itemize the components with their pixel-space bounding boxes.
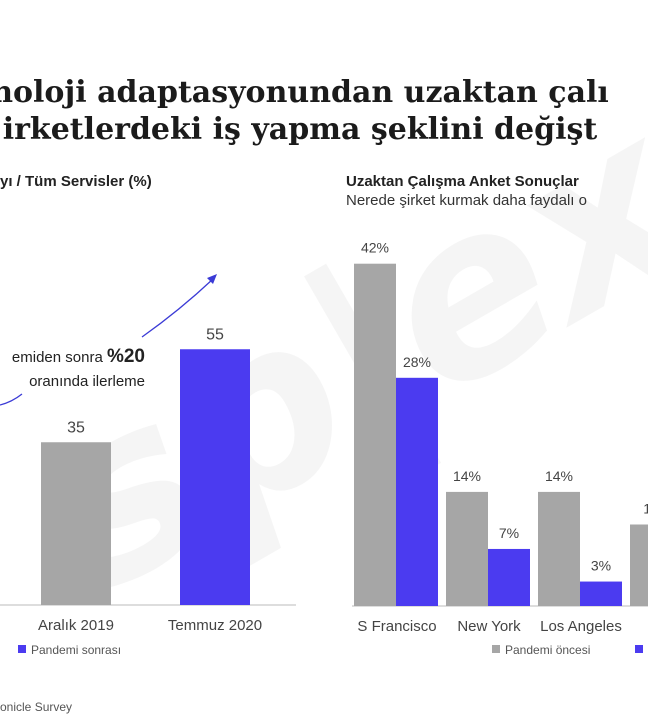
bar-value-label-s1-2: 3% — [591, 558, 611, 574]
bar-s1-1 — [488, 548, 530, 606]
bar-s0-2 — [538, 491, 580, 606]
right-x-tick-label-1: New York — [457, 618, 521, 635]
bar-s0-1 — [446, 491, 488, 606]
annotation-text-2: oranında ilerleme — [29, 373, 145, 390]
growth-arrow-line — [141, 278, 214, 338]
bar-s0-0 — [354, 263, 396, 606]
growth-curve — [0, 393, 23, 406]
bar-s1-0 — [396, 377, 438, 606]
growth-arrow-head — [207, 274, 217, 284]
page-title-line-2: irketlerdeki iş yapma şeklini değişt — [2, 112, 598, 147]
bar-0 — [41, 442, 111, 605]
annotation-text: emiden sonra — [11, 349, 103, 366]
bar-1 — [180, 349, 250, 605]
right-legend: Pandemi öncesi — [492, 643, 590, 657]
page-title: noloji adaptasyonundan uzaktan çalı irke… — [0, 74, 648, 148]
legend-swatch-blue — [18, 645, 26, 653]
bar-value-label-s1-1: 7% — [499, 525, 519, 541]
bar-value-label-s1-0: 28% — [403, 354, 431, 370]
right-chart-title: Uzaktan Çalışma Anket Sonuçlar — [346, 173, 579, 190]
right-x-tick-label-2: Los Angeles — [540, 618, 622, 635]
bar-value-label-s0-2: 14% — [545, 468, 573, 484]
legend-swatch-gray — [492, 645, 500, 653]
annotation-percent: %20 — [106, 346, 145, 367]
x-tick-label-0: Aralık 2019 — [38, 617, 114, 634]
bar-value-label-s0-0: 42% — [361, 240, 389, 256]
bar-value-label-1: 55 — [206, 326, 224, 343]
legend-swatch-blue-2 — [635, 645, 643, 653]
page-title-line-1: noloji adaptasyonundan uzaktan çalı — [0, 75, 609, 110]
bar-value-label-0: 35 — [67, 419, 85, 436]
bar-s0-3 — [630, 524, 648, 606]
left-chart-title: yı / Tüm Servisler (%) — [0, 173, 152, 190]
x-tick-label-1: Temmuz 2020 — [168, 617, 262, 634]
source-note: onicle Survey — [0, 700, 73, 714]
left-legend: Pandemi sonrası — [18, 643, 121, 657]
bar-value-label-s0-3: 10 — [643, 501, 648, 517]
legend-label-pandemi-oncesi: Pandemi öncesi — [505, 643, 591, 657]
right-x-tick-label-0: S Francisco — [357, 618, 436, 635]
legend-label-pandemi-sonrasi: Pandemi sonrası — [31, 643, 122, 657]
right-chart-subtitle: Nerede şirket kurmak daha faydalı o — [346, 192, 587, 209]
growth-annotation: emiden sonra %20 oranında ilerleme — [0, 345, 145, 394]
bar-value-label-s0-1: 14% — [453, 468, 481, 484]
bar-s1-2 — [580, 581, 622, 606]
right-legend-2 — [635, 643, 648, 657]
